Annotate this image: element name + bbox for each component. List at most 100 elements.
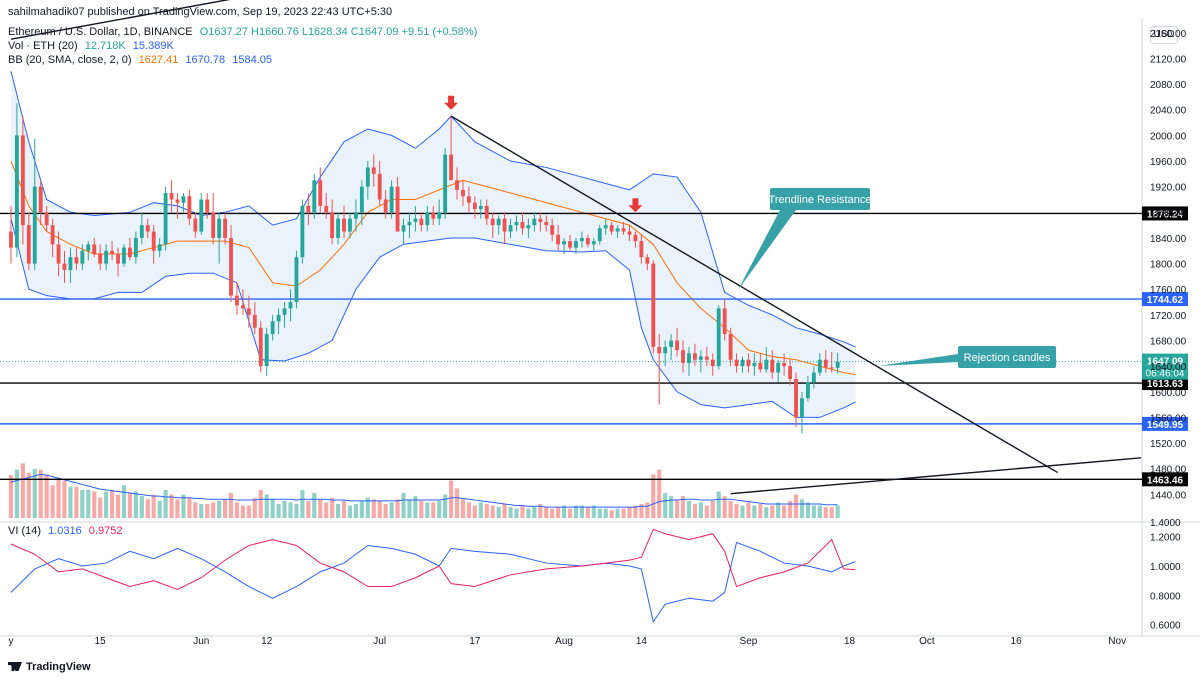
candle-body	[538, 218, 543, 222]
volume-bar	[484, 503, 489, 518]
candle-body	[270, 321, 275, 335]
candle-body	[86, 244, 91, 251]
candle-body	[455, 180, 459, 190]
candle-body	[264, 334, 269, 367]
volume-bar	[312, 493, 317, 518]
candle-body	[687, 353, 691, 363]
price-tick-label: 1680.00	[1150, 337, 1187, 348]
volume-bar	[104, 491, 109, 518]
symbol-title[interactable]: Ethereum / U.S. Dollar, 1D, BINANCE	[8, 26, 193, 38]
volume-bar	[585, 507, 590, 518]
candle-body	[788, 366, 793, 379]
time-tick-label: y	[8, 636, 13, 647]
volume-bar	[318, 499, 323, 518]
down-arrow-icon	[444, 95, 459, 110]
price-tick-label: 1640.00	[1150, 362, 1187, 373]
volume-legend: Vol · ETH (20) 12.718K 15.389K	[8, 40, 174, 52]
volume-bar	[401, 493, 406, 518]
volume-bar	[211, 502, 216, 518]
bb-basis-line	[10, 160, 856, 375]
volume-label[interactable]: Vol · ETH (20)	[8, 40, 78, 52]
candle-body	[782, 362, 787, 367]
volume-value-1: 12.718K	[84, 40, 126, 52]
trendlines	[10, 0, 1142, 495]
volume-bar	[722, 496, 727, 518]
candle-body	[568, 241, 572, 248]
volume-bar	[663, 493, 668, 518]
candle-body	[484, 205, 489, 219]
vi-label[interactable]: VI (14)	[8, 525, 42, 537]
volume-bar	[163, 489, 168, 518]
volume-bar	[478, 502, 483, 518]
volume-bar	[98, 497, 103, 518]
annotations: Trendline Resistance Rejection candles	[444, 95, 1056, 368]
volume-bar	[544, 507, 549, 518]
volume-bar	[127, 492, 133, 518]
candle-body	[74, 257, 79, 264]
volume-bar	[669, 496, 674, 518]
volume-bar	[829, 507, 834, 518]
trendline-upper-channel	[10, 0, 231, 40]
level-tag	[1142, 206, 1188, 221]
callout-pointer	[738, 210, 796, 290]
bb-legend: BB (20, SMA, close, 2, 0) 1627.41 1670.7…	[8, 54, 272, 66]
level-tag-label: 1549.95	[1147, 420, 1184, 431]
candle-body	[657, 346, 662, 354]
volume-bar	[776, 502, 781, 518]
candle-body	[681, 350, 685, 363]
bb-label[interactable]: BB (20, SMA, close, 2, 0)	[8, 54, 132, 66]
time-tick-label: 14	[636, 636, 648, 647]
currency-button[interactable]: USD	[1150, 26, 1178, 44]
price-tick-label: 2040.00	[1150, 106, 1187, 117]
level-tag	[1142, 472, 1188, 487]
tradingview-logo[interactable]: TradingView	[8, 661, 91, 673]
candle-body	[235, 295, 239, 306]
candle-body	[794, 378, 798, 418]
volume-bar	[193, 502, 198, 518]
volume-bar	[454, 488, 460, 518]
last-price-tag	[1142, 353, 1188, 380]
time-tick-label: Jun	[193, 636, 209, 647]
candle-body	[348, 218, 352, 232]
candle-body	[466, 196, 471, 203]
volume-bar	[579, 505, 585, 518]
volume-bar	[8, 475, 14, 518]
candle-body	[139, 225, 144, 238]
trendline-descending	[450, 115, 1059, 474]
candle-body	[621, 228, 626, 232]
candle-body	[68, 257, 73, 270]
candle-body	[478, 205, 483, 210]
candle-body	[122, 247, 126, 264]
volume-bar	[508, 507, 513, 518]
axes: 2160.00 2120.00 2080.00 2040.00 2000.00 1960.…	[8, 29, 1186, 647]
candle-body	[800, 398, 804, 418]
price-tick-label: 1.4000	[1150, 518, 1181, 529]
candle-body	[312, 180, 317, 213]
volume-bar	[377, 500, 382, 518]
candle-body	[574, 241, 578, 248]
vortex-indicator	[10, 528, 856, 623]
volume-bar	[443, 494, 448, 518]
volume-bar	[799, 499, 805, 518]
candle-body	[282, 308, 287, 315]
volume-bar	[389, 502, 394, 518]
candle-body	[437, 212, 442, 219]
volume-bar	[567, 508, 573, 518]
candle-body	[823, 359, 828, 368]
candle-body	[692, 353, 697, 360]
candle-body	[710, 359, 715, 367]
candle-body	[407, 221, 412, 226]
volume-bar	[217, 500, 222, 518]
candle-body	[490, 218, 495, 226]
volume-bar	[270, 499, 275, 518]
price-tick-label: 1720.00	[1150, 311, 1187, 322]
level-tag-label: 1744.62	[1147, 295, 1184, 306]
volume-bar	[716, 491, 721, 518]
candle-body	[157, 244, 162, 251]
time-tick-label: Aug	[555, 636, 573, 647]
volume-bar	[199, 503, 204, 518]
volume-bar	[74, 486, 79, 518]
price-tick-label: 2160.00	[1150, 29, 1187, 40]
volume-bar	[145, 499, 150, 518]
